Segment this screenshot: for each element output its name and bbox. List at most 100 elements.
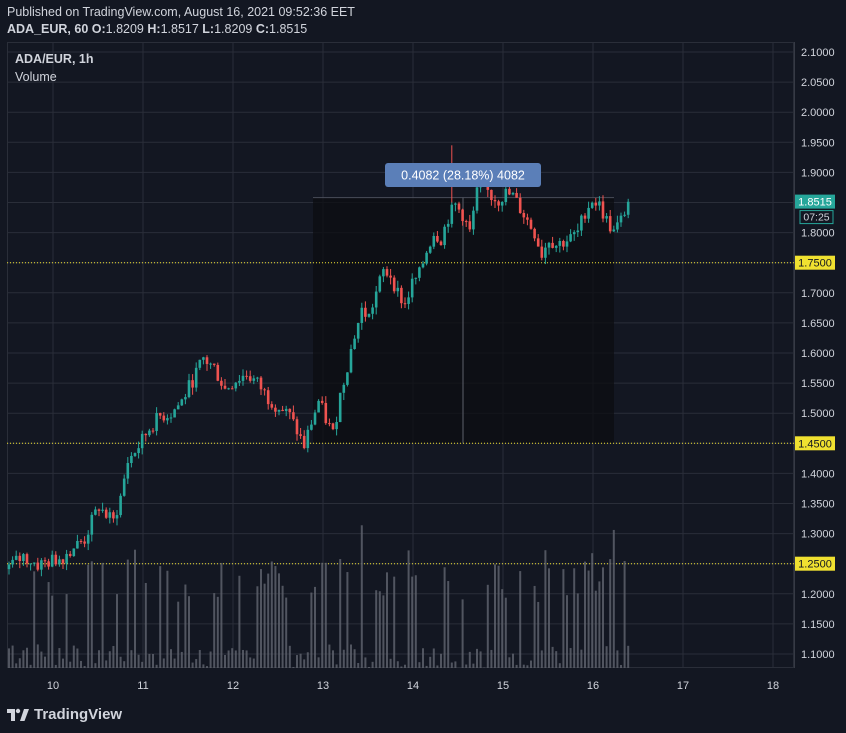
high-value: 1.8517 [160,22,199,36]
close-value: 1.8515 [269,22,308,36]
candle-body [256,377,259,379]
candle-body [558,241,562,246]
volume-bar [267,573,270,668]
volume-bar [533,585,536,668]
tradingview-logo[interactable]: TradingView [7,706,122,723]
volume-bar [191,662,194,668]
volume-bar [18,658,21,668]
candle-body [148,430,151,436]
candle-body [594,202,598,206]
candle-body [76,540,79,549]
candle-body [32,562,36,564]
volume-bar [332,650,334,668]
volume-bar [580,649,583,668]
candle-body [119,495,122,516]
volume-bar [245,650,248,668]
volume-bar [454,661,457,668]
volume-bar [278,573,280,668]
candle-body [166,418,169,421]
y-tick-label: 1.9500 [801,137,835,149]
volume-bar [47,582,50,668]
volume-bar [623,560,626,668]
candle-body [526,217,529,220]
volume-bar [65,594,68,668]
candle-body [18,555,22,562]
volume-bar [285,597,288,668]
candle-body [540,246,544,258]
volume-bar [303,659,306,668]
volume-bar [177,601,180,668]
volume-bar [321,562,324,668]
candle-body [547,242,551,248]
y-tick-label: 2.0500 [801,77,835,89]
volume-bar [234,650,237,668]
candle-body [122,478,126,496]
volume-bar [231,648,234,668]
volume-bar [501,589,504,668]
last-price-text: 1.8515 [798,197,832,209]
close-label: C: [255,22,270,36]
candle-body [468,221,472,230]
candle-body [421,263,425,268]
candle-body [392,277,396,292]
volume-bar [414,575,417,668]
open-value: 1.8209 [105,22,144,36]
volume-bar [238,575,241,668]
x-tick-label: 13 [317,680,329,692]
volume-bar [526,665,529,668]
volume-bar [353,649,356,668]
candle-body [36,562,40,570]
candle-body [241,375,245,381]
high-label: H: [147,22,161,36]
volume-bar [346,572,349,668]
candle-body [403,303,407,305]
volume-bar [616,650,619,668]
legend-volume: Volume [15,70,57,84]
volume-bar [627,645,630,668]
candle-body [443,226,446,246]
candle-body [382,269,385,277]
candle-body [490,189,493,201]
volume-bar [364,657,367,668]
candle-body [461,209,464,222]
volume-bar [220,562,223,668]
volume-bar [270,561,273,668]
volume-bar [490,649,493,668]
volume-bar [429,656,432,668]
volume-bar [368,667,370,668]
candle-body [511,192,515,195]
candle-body [349,349,353,373]
volume-bar [152,653,154,668]
candle-body [212,363,216,365]
volume-bar [51,595,54,668]
volume-bar [202,664,205,668]
candle-body [587,207,590,219]
volume-bar [465,664,468,668]
candle-body [187,380,191,398]
volume-bar [450,662,453,668]
x-tick-label: 10 [47,680,59,692]
candle-body [22,554,25,562]
volume-bar [62,658,64,668]
x-tick-label: 18 [767,680,779,692]
candle-body [43,560,47,562]
volume-bar [443,567,446,668]
volume-bar [378,591,381,668]
candle-body [374,291,378,308]
volume-bar [184,584,187,668]
candle-body [158,413,162,416]
low-label: L: [202,22,215,36]
candle-body [328,423,331,425]
volume-bar [407,550,410,668]
candle-body [436,235,439,242]
volume-bar [213,593,216,668]
volume-bar [411,576,414,668]
candle-body [536,238,540,247]
volume-bar [101,562,104,668]
volume-bar [328,644,331,668]
candle-body [54,554,58,565]
candle-body [320,400,324,403]
volume-bar [335,664,338,668]
candle-body [220,380,223,386]
